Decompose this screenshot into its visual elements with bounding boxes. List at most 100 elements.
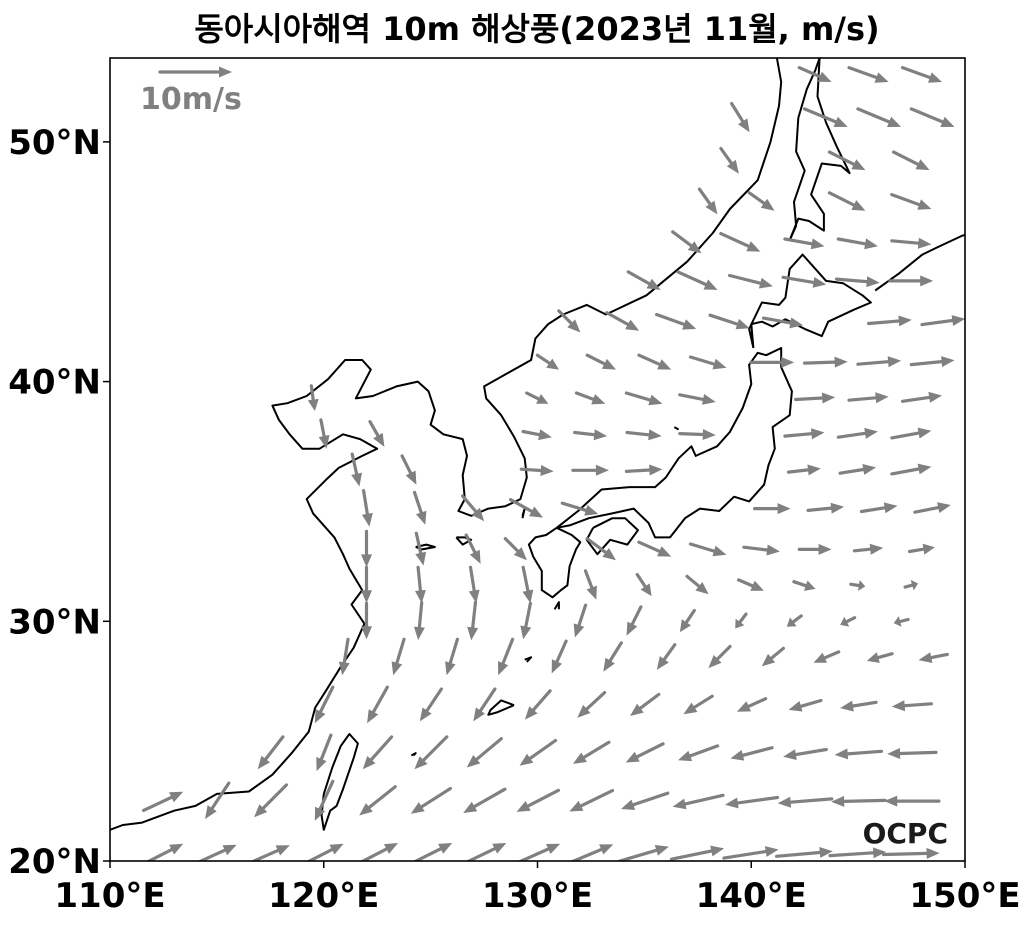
wind-arrow <box>828 847 887 859</box>
wind-arrow <box>654 312 697 330</box>
wind-arrow <box>466 737 503 768</box>
wind-arrow <box>834 276 880 288</box>
x-tick-label: 130°E <box>482 876 593 916</box>
wind-arrow <box>503 536 527 561</box>
wind-arrow <box>909 356 955 367</box>
wind-arrow <box>465 843 507 861</box>
wind-arrow <box>890 463 932 476</box>
wind-arrow <box>866 652 894 663</box>
wind-arrow <box>678 429 716 440</box>
wind-arrow <box>783 428 825 440</box>
coastline-segment <box>553 601 560 610</box>
wind-arrow <box>676 270 718 290</box>
x-tick-label: 110°E <box>54 876 165 916</box>
wind-arrow <box>524 689 552 720</box>
wind-arrow <box>577 690 607 718</box>
wind-arrow <box>679 608 696 633</box>
wind-arrow <box>907 543 935 555</box>
wind-arrow <box>656 643 677 670</box>
reference-vector-label: 10m/s <box>140 82 242 117</box>
wind-arrow <box>635 572 652 597</box>
wind-arrow <box>719 232 761 252</box>
wind-arrow <box>881 847 940 859</box>
wind-arrow <box>752 503 791 515</box>
wind-arrow <box>413 600 425 640</box>
wind-arrow <box>569 788 615 812</box>
coastline-segment <box>874 234 965 292</box>
wind-arrow <box>618 845 669 861</box>
wind-arrow <box>637 353 672 370</box>
wind-arrow <box>630 692 661 716</box>
wind-arrow <box>888 275 934 287</box>
wind-arrow <box>920 315 965 327</box>
wind-arrow <box>802 107 848 127</box>
wind-arrow <box>521 565 534 604</box>
wind-arrow <box>697 187 718 215</box>
x-tick-label: 150°E <box>909 876 1020 916</box>
wind-arrow <box>583 569 597 600</box>
coastline-segment <box>556 347 793 539</box>
wind-arrow <box>797 65 832 82</box>
y-tick-label: 40°N <box>8 363 101 403</box>
reference-arrow-glyph <box>158 66 232 78</box>
wind-arrow <box>725 795 780 809</box>
wind-arrow <box>903 579 918 591</box>
wind-arrow <box>498 637 515 676</box>
wind-arrow <box>400 454 417 485</box>
wind-arrow <box>730 746 774 761</box>
wind-arrow <box>467 600 479 641</box>
wind-arrow <box>688 355 727 370</box>
wind-arrow <box>783 747 828 760</box>
wind-arrow <box>777 796 834 808</box>
wind-arrow <box>900 65 942 83</box>
coastline-segment <box>524 656 533 663</box>
wind-arrow <box>535 353 559 370</box>
coastline-layer <box>110 58 965 831</box>
wind-arrow <box>735 612 748 629</box>
wind-arrow <box>793 392 836 404</box>
wind-arrow <box>913 502 951 514</box>
wind-arrow <box>359 843 399 861</box>
wind-arrow <box>367 685 389 724</box>
wind-arrow <box>361 565 372 604</box>
wind-arrow <box>257 735 285 770</box>
wind-arrow <box>464 533 481 564</box>
coastline-segment <box>410 752 417 757</box>
coastline-segment <box>487 699 515 716</box>
wind-arrow <box>859 502 898 514</box>
wind-arrow <box>361 601 372 640</box>
wind-arrow <box>683 694 714 715</box>
wind-arrow <box>783 237 825 250</box>
wind-arrow <box>605 311 640 331</box>
wind-arrow <box>688 542 727 557</box>
wind-arrow <box>473 687 497 722</box>
wind-arrow <box>314 685 335 724</box>
coastline-segment <box>748 253 872 349</box>
wind-arrow <box>624 391 663 406</box>
x-tick-label: 140°E <box>696 876 807 916</box>
wind-arrow <box>338 637 350 676</box>
wind-arrow <box>307 384 319 411</box>
y-tick-label: 20°N <box>8 842 101 882</box>
coastline-segment <box>673 426 680 431</box>
wind-arrow <box>671 230 702 254</box>
wind-arrow <box>719 146 739 174</box>
wind-arrow <box>560 501 599 516</box>
wind-arrow <box>786 464 821 476</box>
wind-arrow <box>410 786 452 814</box>
wind-arrow <box>621 791 670 810</box>
wind-arrow <box>571 464 609 476</box>
coastline-segment <box>320 733 359 831</box>
wind-arrow <box>603 641 623 672</box>
wind-arrow <box>509 498 543 518</box>
x-tick-label: 120°E <box>268 876 379 916</box>
wind-arrow <box>831 796 887 807</box>
wind-arrow <box>852 543 884 555</box>
wind-arrow <box>368 420 385 447</box>
wind-arrow <box>890 237 932 249</box>
wind-arrow <box>827 191 866 211</box>
wind-arrow <box>414 531 427 566</box>
wind-arrow <box>468 565 480 604</box>
y-tick-label: 30°N <box>8 602 101 642</box>
wind-arrow <box>573 429 608 441</box>
